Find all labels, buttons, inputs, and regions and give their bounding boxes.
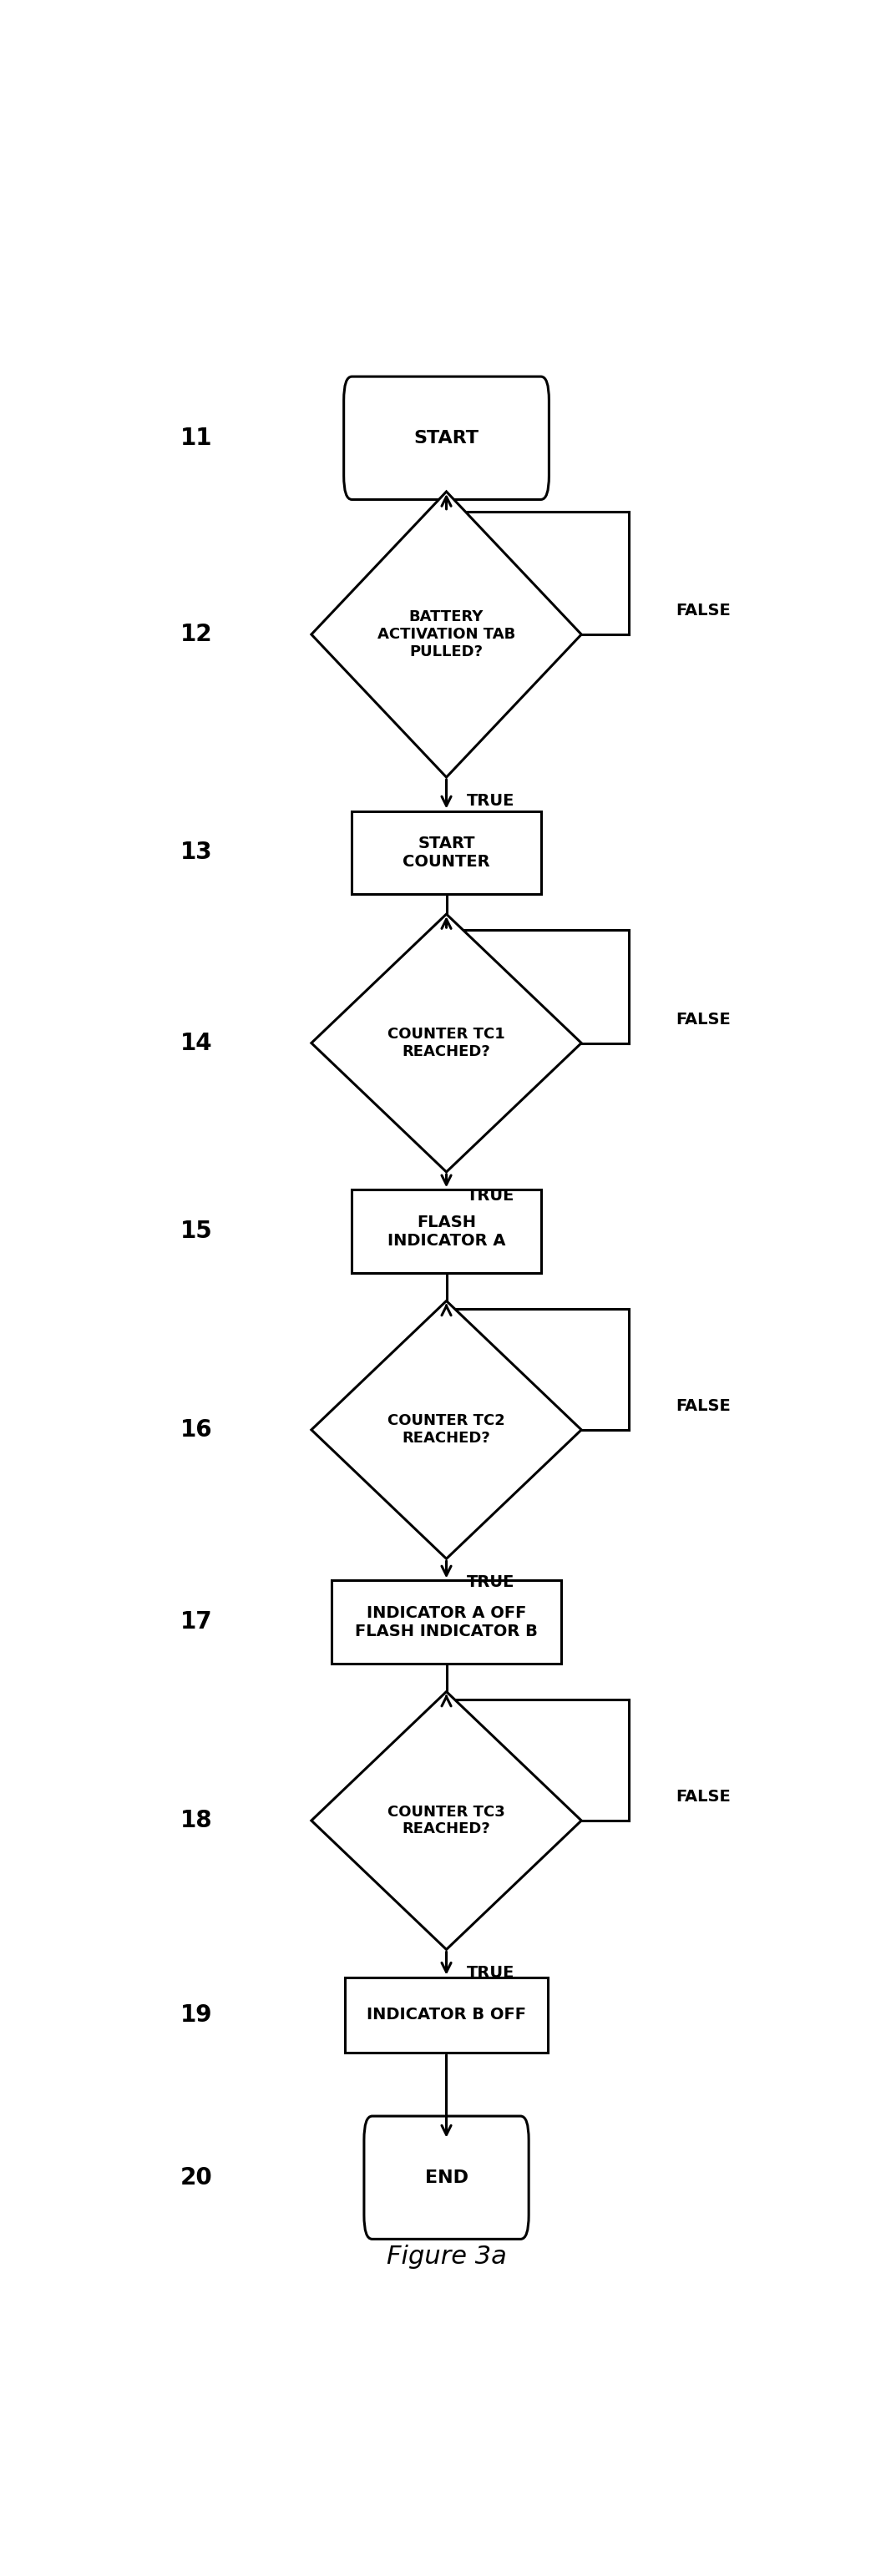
- Text: Figure 3a: Figure 3a: [387, 2244, 506, 2269]
- Text: TRUE: TRUE: [467, 793, 515, 809]
- Text: 16: 16: [180, 1419, 213, 1443]
- Text: 18: 18: [180, 1808, 213, 1832]
- Text: 20: 20: [180, 2166, 213, 2190]
- Text: INDICATOR A OFF
FLASH INDICATOR B: INDICATOR A OFF FLASH INDICATOR B: [355, 1605, 537, 1638]
- Bar: [352, 1190, 541, 1273]
- Bar: [352, 811, 541, 894]
- Text: FALSE: FALSE: [676, 1399, 731, 1414]
- FancyBboxPatch shape: [364, 2115, 529, 2239]
- Text: TRUE: TRUE: [467, 1188, 515, 1203]
- Text: FALSE: FALSE: [676, 1788, 731, 1806]
- Text: START
COUNTER: START COUNTER: [402, 835, 490, 871]
- Polygon shape: [312, 1301, 582, 1558]
- Text: 11: 11: [180, 428, 213, 451]
- Text: START: START: [414, 430, 479, 446]
- FancyBboxPatch shape: [344, 376, 549, 500]
- Text: FALSE: FALSE: [676, 603, 731, 618]
- Text: INDICATOR B OFF: INDICATOR B OFF: [367, 2007, 526, 2022]
- Text: FLASH
INDICATOR A: FLASH INDICATOR A: [388, 1213, 505, 1249]
- Text: 14: 14: [180, 1030, 213, 1054]
- Polygon shape: [312, 492, 582, 778]
- Text: COUNTER TC1
REACHED?: COUNTER TC1 REACHED?: [388, 1028, 505, 1059]
- Text: TRUE: TRUE: [467, 1574, 515, 1589]
- Text: 12: 12: [180, 623, 213, 647]
- Text: COUNTER TC2
REACHED?: COUNTER TC2 REACHED?: [388, 1414, 505, 1445]
- Text: FALSE: FALSE: [676, 1012, 731, 1028]
- Bar: [345, 1978, 548, 2053]
- Text: TRUE: TRUE: [467, 1965, 515, 1981]
- Text: COUNTER TC3
REACHED?: COUNTER TC3 REACHED?: [388, 1803, 505, 1837]
- Text: 19: 19: [180, 2004, 213, 2027]
- Text: 15: 15: [180, 1221, 213, 1244]
- Text: BATTERY
ACTIVATION TAB
PULLED?: BATTERY ACTIVATION TAB PULLED?: [377, 611, 516, 659]
- Polygon shape: [312, 1692, 582, 1950]
- Polygon shape: [312, 914, 582, 1172]
- Text: END: END: [425, 2169, 468, 2187]
- Bar: [332, 1582, 561, 1664]
- Text: 17: 17: [180, 1610, 213, 1633]
- Text: 13: 13: [180, 840, 213, 866]
